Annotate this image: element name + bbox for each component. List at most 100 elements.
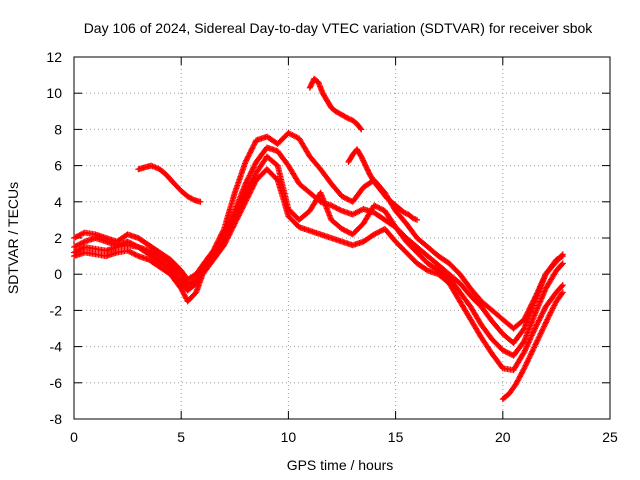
data-point [337,207,344,214]
data-point [235,204,242,211]
data-point [559,289,566,296]
data-point [521,347,528,354]
data-point [75,242,82,249]
data-point [531,325,538,332]
data-point [251,163,258,170]
data-point [233,209,240,216]
y-tick-label: 4 [54,194,62,210]
data-point [531,296,538,303]
data-point [558,290,565,297]
data-point [344,228,351,235]
data-point [372,203,379,210]
data-point [344,114,351,121]
data-point [532,293,539,300]
data-point [533,322,540,329]
data-point [537,314,544,321]
data-point [250,182,257,189]
data-point [333,205,340,212]
data-point [529,348,536,355]
data-point [543,319,550,326]
data-point [246,172,253,179]
data-point [234,206,241,213]
data-point [341,194,348,201]
data-point [538,279,545,286]
data-point [292,133,299,140]
data-point [351,210,358,217]
data-point [499,347,506,354]
data-point [540,275,547,282]
data-point [526,305,533,312]
series-trace-8 [345,146,421,223]
y-tick-label: -8 [50,411,63,427]
data-point [76,241,83,248]
data-point [250,142,257,149]
data-point [345,196,352,203]
data-point [527,351,534,358]
x-tick-label: 25 [602,429,618,445]
y-tick-label: 0 [54,266,62,282]
data-point [525,355,532,362]
data-point [243,179,250,186]
data-point [542,320,549,327]
data-point [353,209,360,216]
data-point [246,150,253,157]
data-point [251,139,258,146]
data-point [224,228,231,235]
data-point [247,149,254,156]
data-point [131,251,138,258]
data-point [293,134,300,141]
grid [74,57,610,419]
data-point [249,165,256,172]
data-point [243,157,250,164]
data-point [522,346,529,353]
data-point [248,168,255,175]
data-point [72,234,79,241]
data-point [531,294,538,301]
x-tick-label: 15 [388,429,404,445]
data-point [71,235,77,241]
data-point [531,326,538,333]
data-point [544,315,551,322]
data-point [414,216,421,223]
series-trace-6 [306,75,365,133]
data-point [525,308,532,315]
data-point [343,227,350,234]
data-point [540,307,547,314]
data-point [541,273,548,280]
data-point [133,252,140,259]
data-point [231,214,238,221]
data-point [249,145,256,152]
data-point [225,226,232,233]
data-point [352,210,359,217]
data-point [535,286,542,293]
data-point [349,211,356,218]
data-point [527,335,534,342]
data-point [234,207,241,214]
data-point [240,202,247,209]
x-tick-label: 5 [177,429,185,445]
data-point [537,282,544,289]
data-point [535,287,542,294]
data-point [245,175,252,182]
data-point [73,248,80,255]
data-point [528,301,535,308]
data-point [247,171,254,178]
data-point [222,232,229,239]
data-point [229,218,236,225]
data-point [530,329,537,336]
data-point [357,125,364,132]
data-point [546,312,553,319]
data-point [241,201,248,208]
data-point [375,204,382,211]
data-point [540,324,547,331]
data-point [232,211,239,218]
data-point [535,336,542,343]
data-point [541,322,548,329]
data-point [336,206,343,213]
data-point [537,283,544,290]
data-point [355,208,362,215]
data-point [128,249,135,256]
data-point [376,228,383,235]
data-point [243,177,250,184]
data-point [540,276,547,283]
